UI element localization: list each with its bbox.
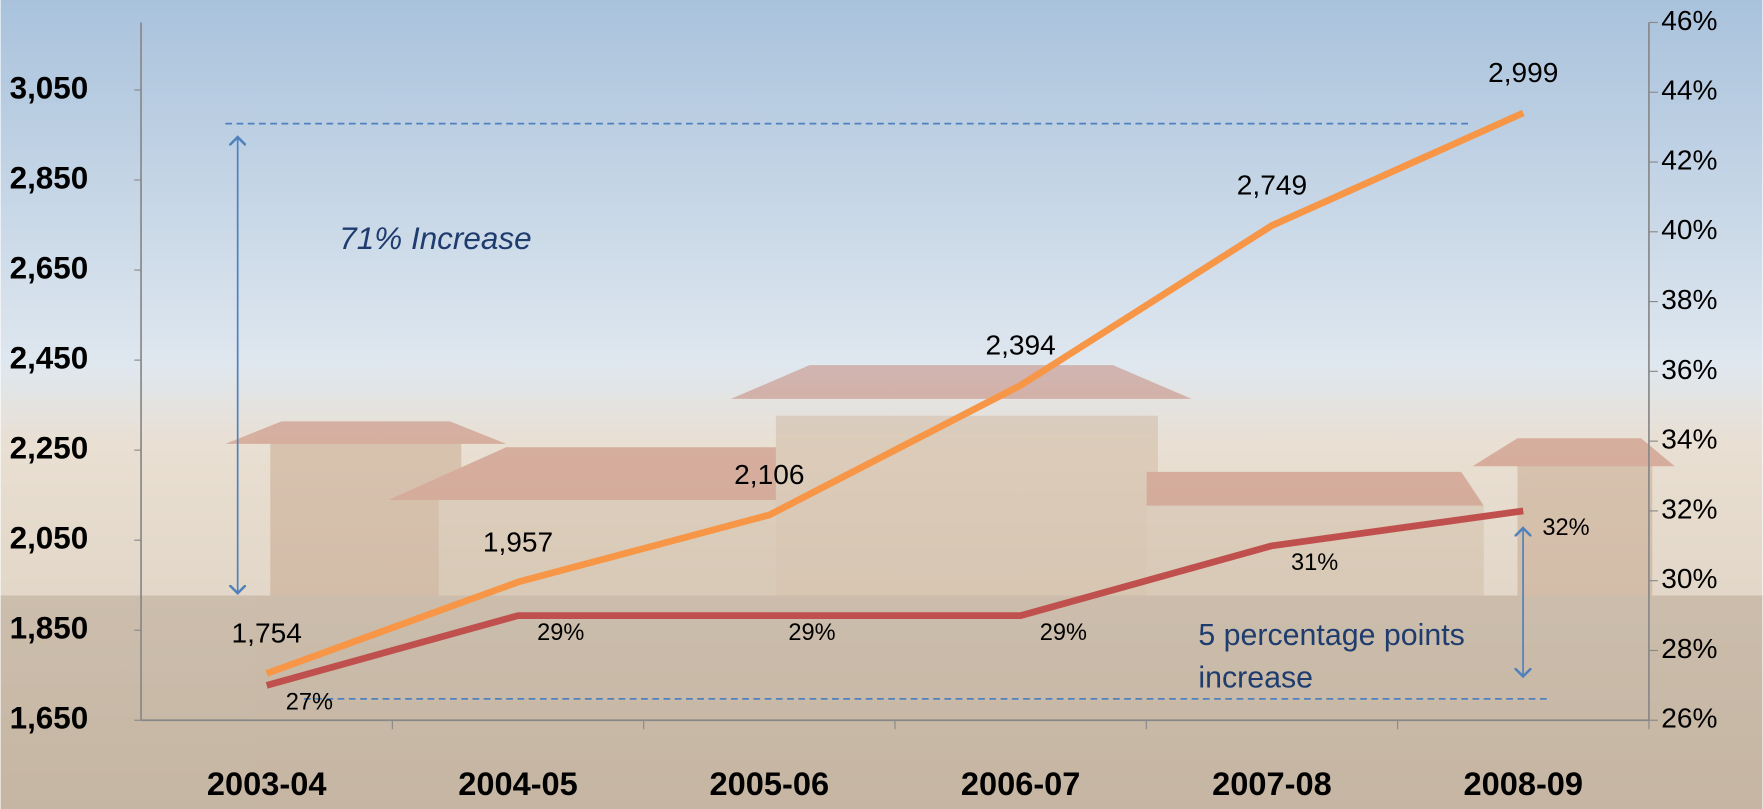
data-label: 29% [537,619,584,645]
y2-tick-label: 26% [1661,703,1717,734]
x-tick-label: 2003-04 [207,766,327,802]
y2-tick-label: 28% [1661,633,1717,664]
chart: 71% Increase 5 percentage points increas… [0,0,1763,809]
y2-tick-label: 32% [1661,493,1717,524]
y2-tick-label: 38% [1661,284,1717,315]
y-tick-label: 2,250 [10,430,89,465]
y-tick-label: 3,050 [10,70,89,105]
data-label: 1,754 [232,618,302,649]
data-label: 32% [1542,514,1589,540]
data-label: 1,957 [483,526,553,557]
page: {"chart_data": {"type": "line", "categor… [0,0,1763,809]
y-tick-label: 2,050 [10,520,89,555]
data-label: 2,749 [1237,170,1307,201]
x-tick-label: 2004-05 [458,766,578,802]
y-tick-label: 2,650 [10,250,89,285]
y-tick-label: 2,450 [10,340,89,375]
y-tick-label: 2,850 [10,160,89,195]
y-tick-label: 1,650 [10,701,89,736]
data-label: 2,106 [734,459,804,490]
y2-tick-label: 40% [1661,214,1717,245]
data-label: 2,394 [986,330,1056,361]
y2-tick-label: 44% [1661,75,1717,106]
data-label: 29% [1040,619,1087,645]
annotation: 71% Increase [339,221,531,256]
annotation: 5 percentage points increase [1198,613,1524,698]
data-label: 29% [788,619,835,645]
x-tick-label: 2005-06 [710,766,830,802]
y2-tick-label: 36% [1661,354,1717,385]
y-tick-label: 1,850 [10,611,89,646]
data-label: 31% [1291,549,1338,575]
annotation-box: 5 percentage points increase [1198,613,1524,703]
y2-tick-label: 46% [1661,5,1717,36]
x-tick-label: 2008-09 [1463,766,1583,802]
y2-tick-label: 30% [1661,563,1717,594]
x-tick-label: 2007-08 [1212,766,1332,802]
data-label: 2,999 [1488,57,1558,88]
data-label: 27% [286,689,333,715]
y2-tick-label: 34% [1661,424,1717,455]
y2-tick-label: 42% [1661,144,1717,175]
x-tick-label: 2006-07 [961,766,1081,802]
